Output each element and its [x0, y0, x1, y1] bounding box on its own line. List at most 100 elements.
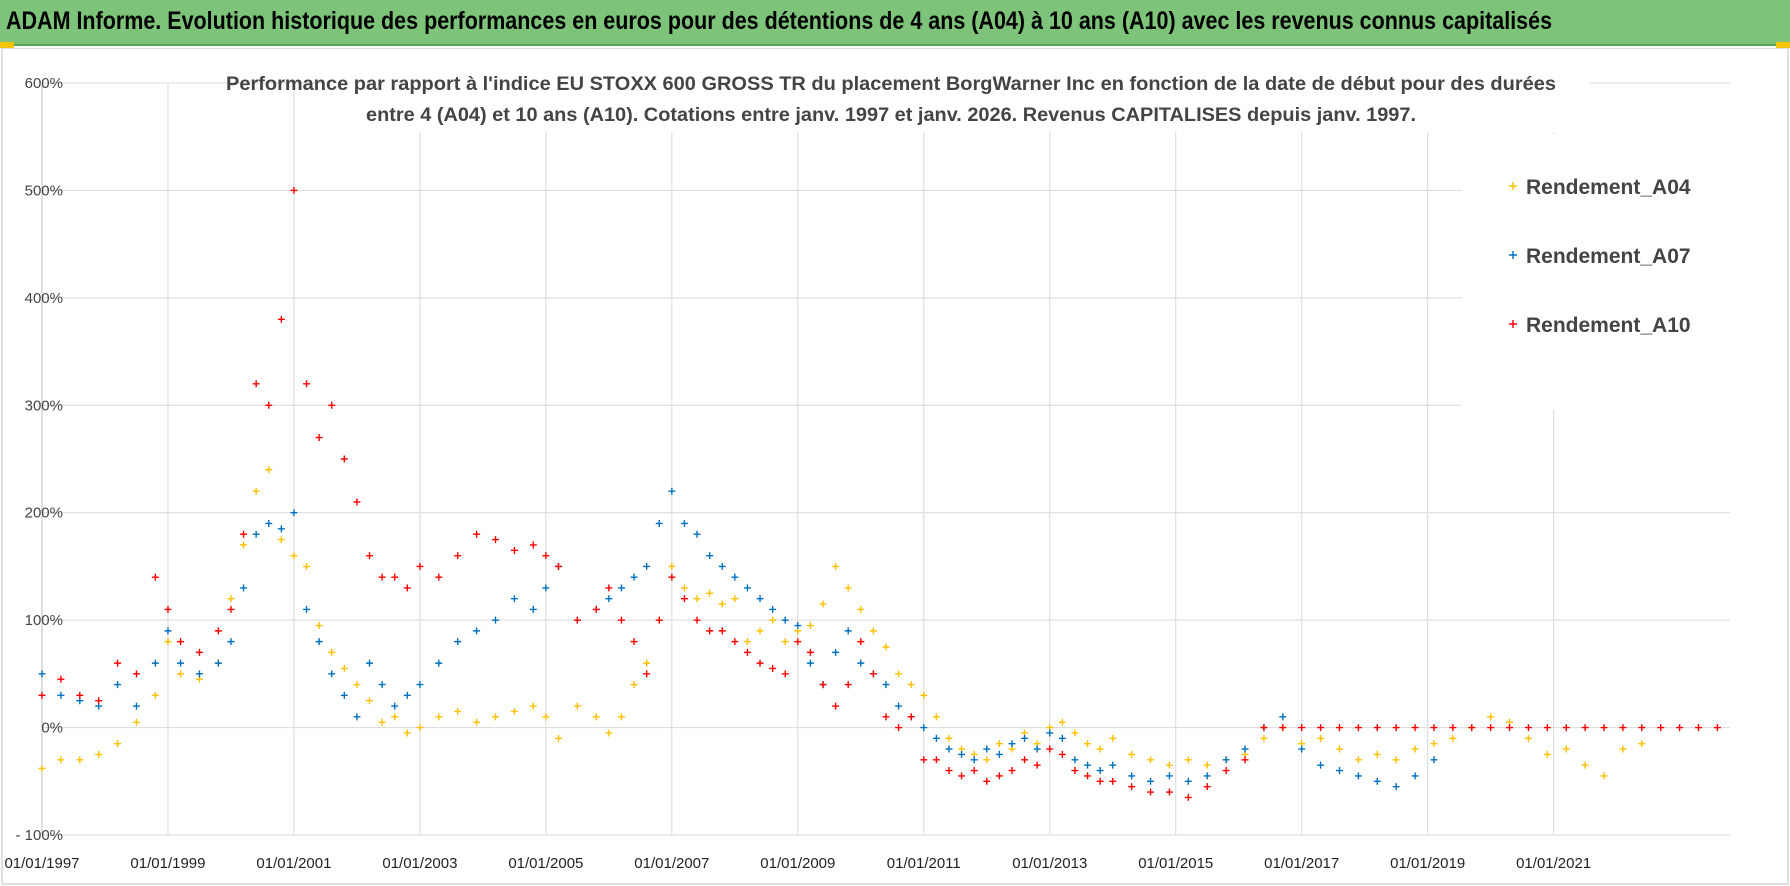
data-point: [819, 600, 827, 608]
legend-label: Rendement_A10: [1526, 314, 1691, 337]
banner-corner-right: [1776, 42, 1790, 48]
data-point: [844, 681, 852, 689]
data-point: [958, 750, 966, 758]
data-point: [1509, 182, 1517, 190]
data-point: [1430, 756, 1438, 764]
data-point: [1128, 750, 1136, 758]
data-point: [1241, 745, 1249, 753]
data-point: [1562, 724, 1570, 732]
data-point: [995, 740, 1003, 748]
data-point: [227, 595, 235, 603]
data-point: [164, 627, 172, 635]
data-point: [57, 756, 65, 764]
y-tick-label: 100%: [25, 612, 63, 629]
data-point: [353, 498, 361, 506]
data-point: [1657, 724, 1665, 732]
data-point: [932, 734, 940, 742]
data-point: [932, 713, 940, 721]
data-point: [731, 573, 739, 581]
chart: - 100% 0% 100% 200% 300% 400% 500% 600% 01/01/19…: [1, 48, 1789, 885]
chart-title-line1: Performance par rapport à l'indice EU ST…: [226, 74, 1556, 95]
data-point: [630, 573, 638, 581]
data-points: [38, 186, 1721, 801]
data-point: [680, 519, 688, 527]
data-point: [1354, 756, 1362, 764]
data-point: [743, 638, 751, 646]
data-point: [882, 681, 890, 689]
data-point: [1084, 761, 1092, 769]
data-point: [882, 713, 890, 721]
data-point: [983, 756, 991, 764]
data-point: [1449, 724, 1457, 732]
data-point: [1373, 750, 1381, 758]
data-point: [1430, 740, 1438, 748]
data-point: [945, 734, 953, 742]
data-point: [769, 664, 777, 672]
data-point: [416, 724, 424, 732]
data-point: [510, 595, 518, 603]
data-point: [1084, 740, 1092, 748]
data-point: [706, 552, 714, 560]
data-point: [510, 546, 518, 554]
data-point: [132, 670, 140, 678]
data-point: [378, 681, 386, 689]
data-point: [1128, 783, 1136, 791]
data-point: [731, 595, 739, 603]
data-point: [1695, 724, 1703, 732]
data-point: [290, 186, 298, 194]
data-point: [1203, 761, 1211, 769]
data-point: [214, 659, 222, 667]
data-point: [1506, 724, 1514, 732]
data-point: [240, 541, 248, 549]
data-point: [1008, 740, 1016, 748]
data-point: [290, 552, 298, 560]
data-point: [945, 767, 953, 775]
data-point: [151, 573, 159, 581]
data-point: [693, 530, 701, 538]
data-point: [869, 670, 877, 678]
data-point: [1021, 734, 1029, 742]
data-point: [794, 622, 802, 630]
data-point: [1335, 724, 1343, 732]
y-tick-label: 0%: [41, 720, 63, 737]
data-point: [227, 605, 235, 613]
x-tick-label: 01/01/2013: [1012, 855, 1087, 872]
legend-label: Rendement_A07: [1526, 245, 1691, 268]
data-point: [1008, 767, 1016, 775]
data-point: [1373, 777, 1381, 785]
data-point: [151, 691, 159, 699]
data-point: [1241, 756, 1249, 764]
data-point: [832, 648, 840, 656]
data-point: [920, 724, 928, 732]
x-tick-label: 01/01/2001: [256, 855, 331, 872]
data-point: [1203, 783, 1211, 791]
data-point: [1676, 724, 1684, 732]
x-tick-label: 01/01/2009: [760, 855, 835, 872]
data-point: [1084, 772, 1092, 780]
data-point: [706, 589, 714, 597]
data-point: [57, 675, 65, 683]
data-point: [743, 584, 751, 592]
data-point: [1184, 777, 1192, 785]
data-point: [1071, 729, 1079, 737]
data-point: [1619, 745, 1627, 753]
chart-title-line2: entre 4 (A04) et 10 ans (A10). Cotations…: [366, 105, 1416, 126]
data-point: [491, 713, 499, 721]
data-point: [1058, 718, 1066, 726]
data-point: [1058, 734, 1066, 742]
data-point: [1184, 793, 1192, 801]
y-tick-label: 400%: [25, 290, 63, 307]
title-background: [322, 66, 1590, 132]
data-point: [177, 638, 185, 646]
data-point: [1046, 729, 1054, 737]
data-point: [643, 562, 651, 570]
data-point: [1279, 713, 1287, 721]
data-point: [1128, 772, 1136, 780]
data-point: [832, 562, 840, 570]
data-point: [265, 519, 273, 527]
data-point: [832, 702, 840, 710]
x-tick-label: 01/01/1999: [130, 855, 205, 872]
data-point: [806, 648, 814, 656]
data-point: [435, 659, 443, 667]
data-point: [542, 713, 550, 721]
